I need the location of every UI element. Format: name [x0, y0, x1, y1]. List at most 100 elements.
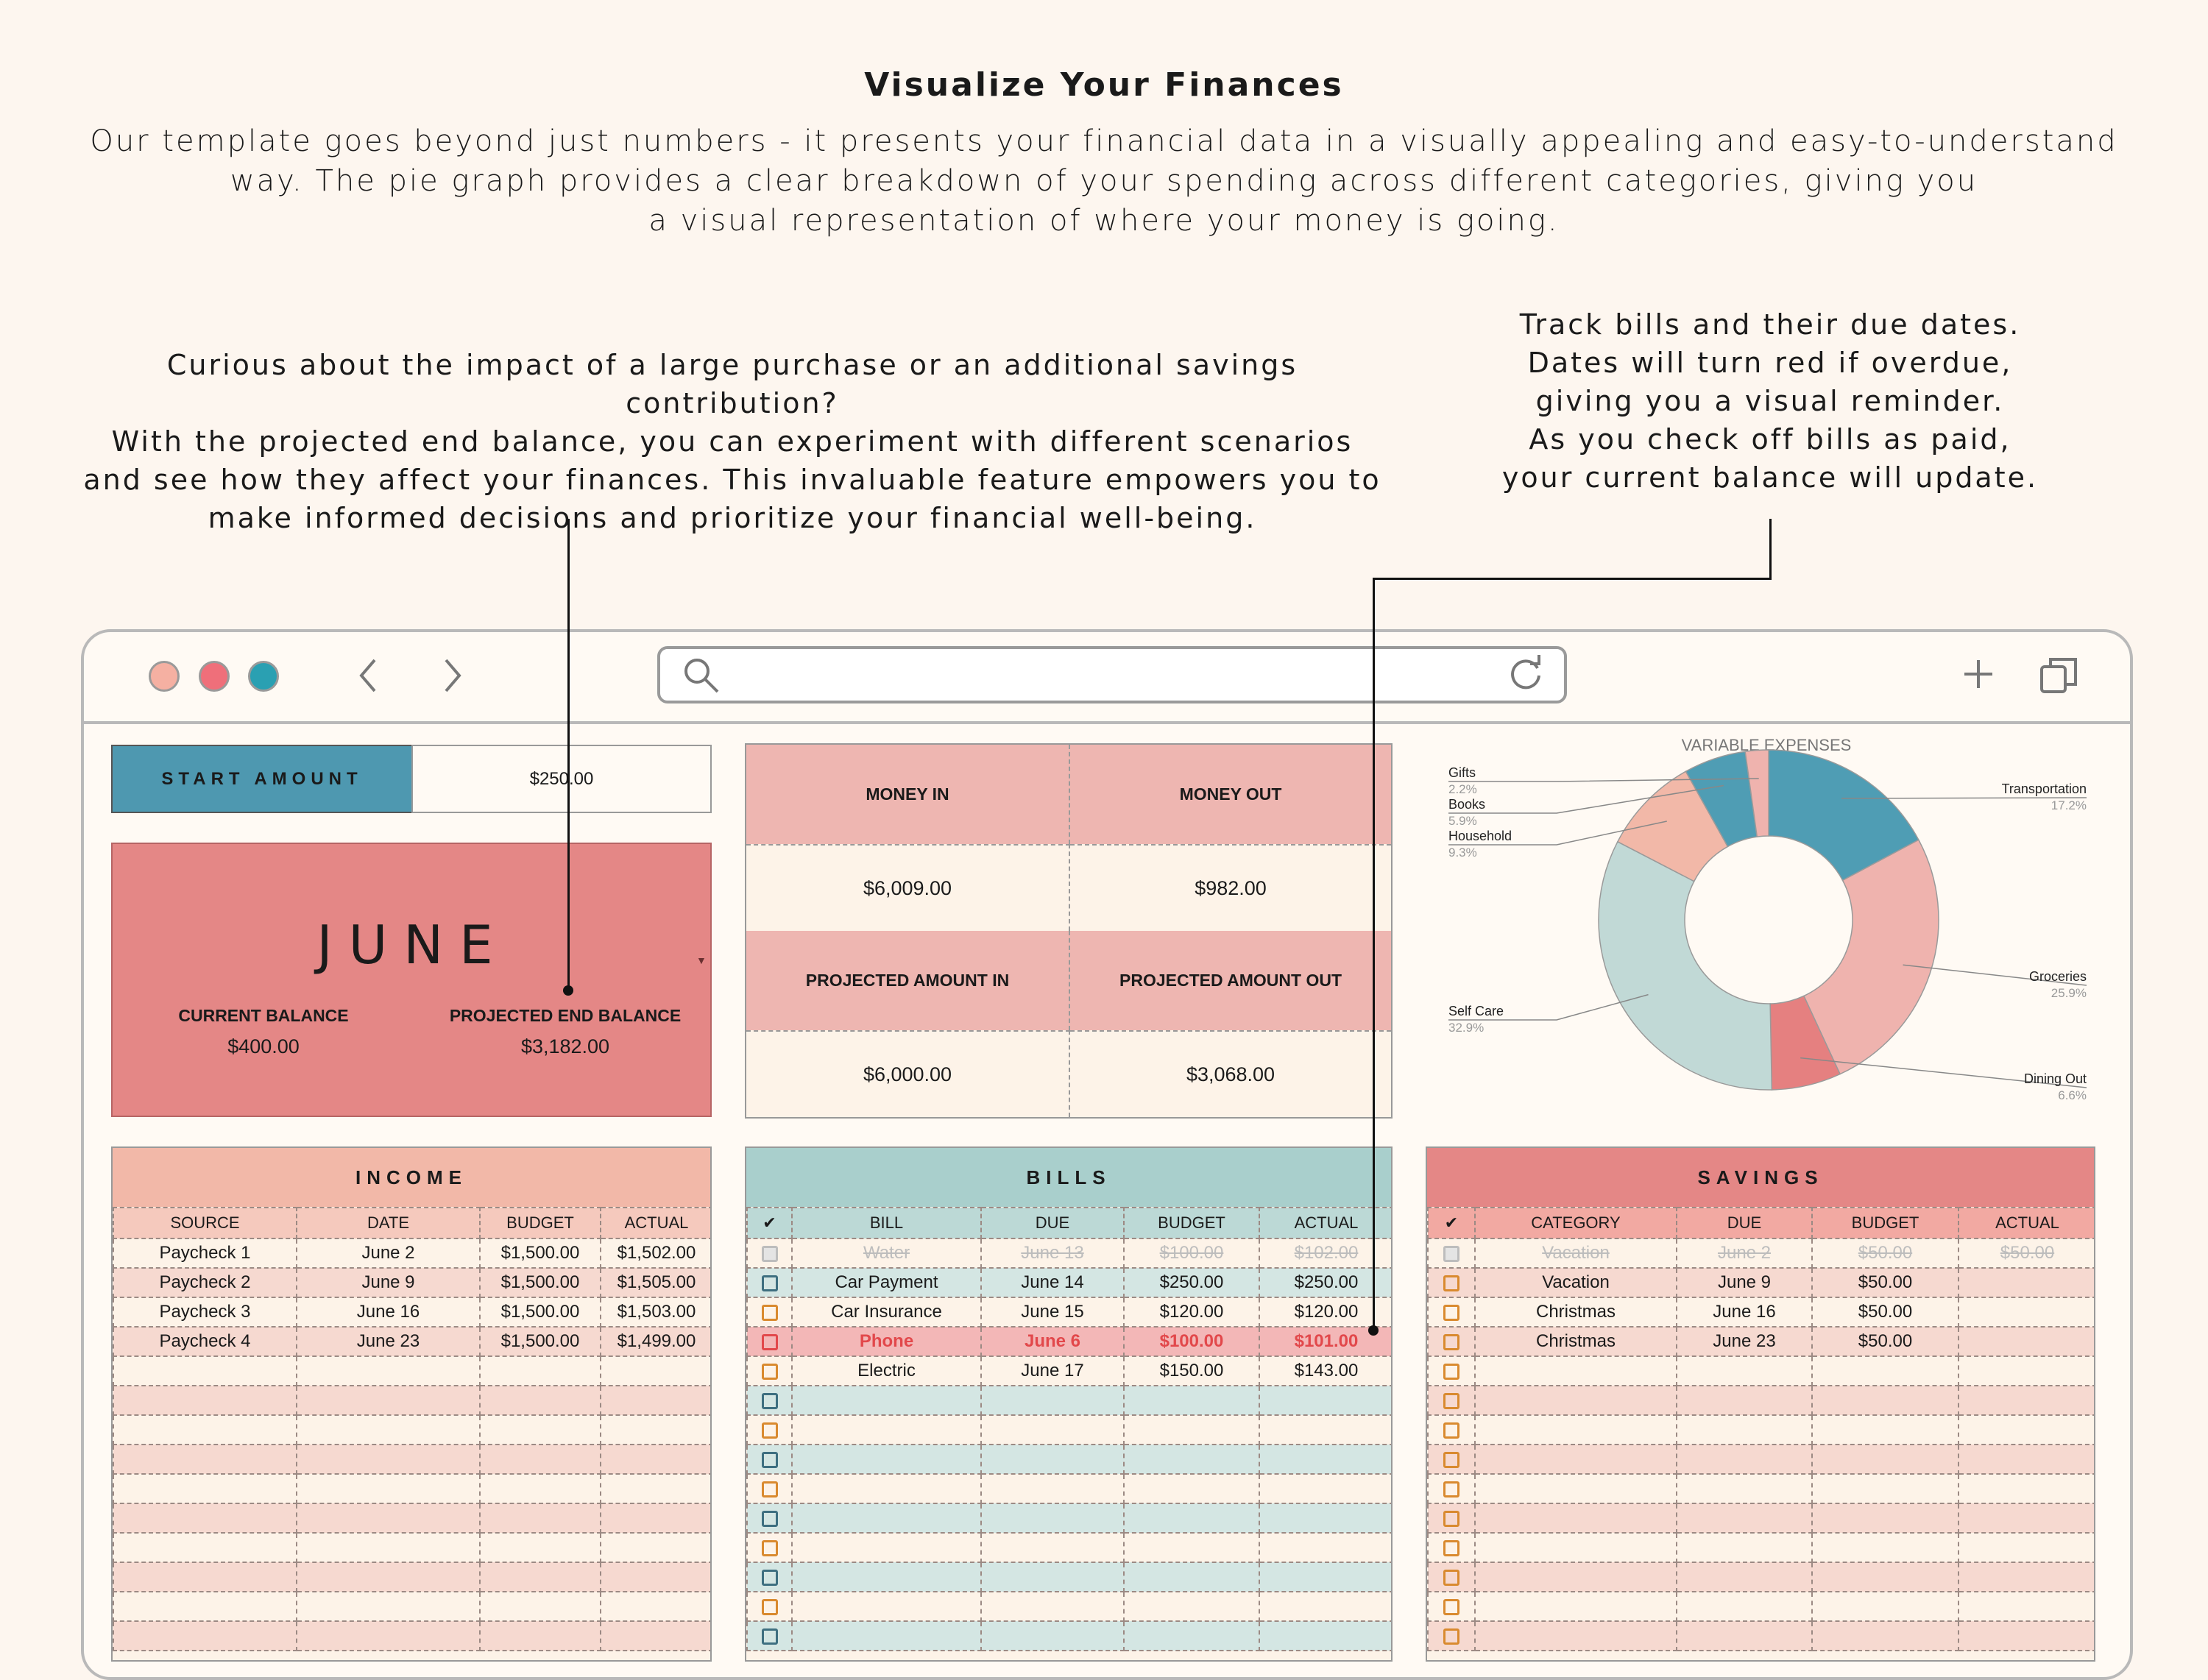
paid-checkbox[interactable] — [1443, 1598, 1459, 1615]
table-cell[interactable] — [1811, 1473, 1959, 1504]
copy-icon[interactable] — [2039, 655, 2080, 696]
table-cell[interactable] — [296, 1562, 481, 1592]
table-cell[interactable]: $100.00 — [1123, 1326, 1260, 1357]
table-cell[interactable] — [296, 1591, 481, 1622]
dropdown-arrow-icon[interactable]: ▼ — [696, 954, 707, 966]
table-cell[interactable]: $50.00 — [1958, 1238, 2094, 1269]
table-cell[interactable]: $1,500.00 — [479, 1238, 601, 1269]
table-cell[interactable]: June 15 — [980, 1297, 1125, 1328]
table-cell[interactable]: $100.00 — [1123, 1238, 1260, 1269]
table-cell[interactable]: June 9 — [296, 1267, 481, 1298]
table-cell[interactable] — [479, 1473, 601, 1504]
table-cell[interactable] — [1259, 1444, 1391, 1475]
start-amount-value[interactable]: $250.00 — [411, 745, 712, 813]
table-cell[interactable] — [1676, 1414, 1813, 1445]
paid-checkbox[interactable] — [761, 1481, 778, 1498]
table-cell[interactable]: Vacation — [1474, 1238, 1677, 1269]
table-cell[interactable]: June 16 — [296, 1297, 481, 1328]
paid-checkbox[interactable] — [761, 1451, 778, 1468]
table-cell[interactable]: June 14 — [980, 1267, 1125, 1298]
table-cell[interactable] — [1811, 1355, 1959, 1386]
table-cell[interactable] — [113, 1414, 297, 1445]
table-cell[interactable] — [1259, 1473, 1391, 1504]
table-cell[interactable] — [1958, 1473, 2094, 1504]
table-cell[interactable] — [1123, 1414, 1260, 1445]
table-cell[interactable] — [980, 1532, 1125, 1563]
paid-checkbox[interactable] — [1443, 1304, 1459, 1321]
table-cell[interactable] — [1676, 1532, 1813, 1563]
paid-checkbox[interactable] — [761, 1510, 778, 1527]
table-cell[interactable] — [791, 1385, 982, 1416]
table-cell[interactable] — [980, 1385, 1125, 1416]
table-cell[interactable] — [980, 1591, 1125, 1622]
table-cell[interactable] — [1958, 1562, 2094, 1592]
table-cell[interactable] — [1811, 1620, 1959, 1651]
paid-checkbox[interactable] — [1443, 1628, 1459, 1645]
table-cell[interactable] — [600, 1503, 710, 1534]
table-cell[interactable]: June 6 — [980, 1326, 1125, 1357]
chevron-left-icon[interactable] — [357, 657, 379, 694]
table-cell[interactable] — [113, 1503, 297, 1534]
table-cell[interactable] — [479, 1562, 601, 1592]
table-cell[interactable] — [1811, 1385, 1959, 1416]
table-cell[interactable] — [1259, 1562, 1391, 1592]
table-cell[interactable] — [296, 1532, 481, 1563]
table-cell[interactable] — [113, 1620, 297, 1651]
table-cell[interactable]: Phone — [791, 1326, 982, 1357]
table-cell[interactable] — [113, 1355, 297, 1386]
table-cell[interactable] — [1123, 1473, 1260, 1504]
month-title[interactable]: JUNE — [316, 914, 509, 976]
table-cell[interactable] — [1958, 1591, 2094, 1622]
table-cell[interactable] — [479, 1385, 601, 1416]
table-cell[interactable] — [1259, 1414, 1391, 1445]
paid-checkbox[interactable] — [761, 1363, 778, 1380]
table-cell[interactable] — [1958, 1355, 2094, 1386]
table-cell[interactable]: Vacation — [1474, 1267, 1677, 1298]
table-cell[interactable]: $120.00 — [1123, 1297, 1260, 1328]
table-cell[interactable] — [1474, 1591, 1677, 1622]
table-cell[interactable] — [113, 1562, 297, 1592]
table-cell[interactable] — [791, 1503, 982, 1534]
table-cell[interactable] — [296, 1620, 481, 1651]
table-cell[interactable] — [1676, 1385, 1813, 1416]
paid-checkbox[interactable] — [761, 1245, 778, 1262]
table-cell[interactable] — [600, 1414, 710, 1445]
table-cell[interactable]: June 17 — [980, 1355, 1125, 1386]
table-cell[interactable] — [980, 1562, 1125, 1592]
table-cell[interactable]: Paycheck 3 — [113, 1297, 297, 1328]
table-cell[interactable] — [113, 1385, 297, 1416]
table-cell[interactable]: Water — [791, 1238, 982, 1269]
chevron-right-icon[interactable] — [442, 657, 464, 694]
table-cell[interactable] — [296, 1385, 481, 1416]
paid-checkbox[interactable] — [1443, 1481, 1459, 1498]
table-cell[interactable] — [1811, 1444, 1959, 1475]
table-cell[interactable]: Electric — [791, 1355, 982, 1386]
table-cell[interactable] — [1811, 1532, 1959, 1563]
table-cell[interactable]: $1,505.00 — [600, 1267, 710, 1298]
table-cell[interactable] — [600, 1473, 710, 1504]
table-cell[interactable] — [479, 1503, 601, 1534]
table-cell[interactable] — [791, 1414, 982, 1445]
table-cell[interactable] — [1811, 1414, 1959, 1445]
table-cell[interactable] — [1474, 1385, 1677, 1416]
table-cell[interactable] — [600, 1620, 710, 1651]
paid-checkbox[interactable] — [761, 1275, 778, 1291]
table-cell[interactable]: Paycheck 1 — [113, 1238, 297, 1269]
table-cell[interactable]: June 23 — [296, 1326, 481, 1357]
table-cell[interactable] — [1259, 1532, 1391, 1563]
table-cell[interactable] — [980, 1503, 1125, 1534]
table-cell[interactable] — [600, 1591, 710, 1622]
table-cell[interactable] — [791, 1562, 982, 1592]
table-cell[interactable]: $1,499.00 — [600, 1326, 710, 1357]
table-cell[interactable] — [479, 1620, 601, 1651]
table-cell[interactable]: $250.00 — [1259, 1267, 1391, 1298]
table-cell[interactable]: Christmas — [1474, 1297, 1677, 1328]
table-cell[interactable] — [1958, 1326, 2094, 1357]
table-cell[interactable] — [980, 1444, 1125, 1475]
table-cell[interactable] — [600, 1385, 710, 1416]
table-cell[interactable] — [1958, 1532, 2094, 1563]
table-cell[interactable] — [113, 1591, 297, 1622]
table-cell[interactable] — [1259, 1503, 1391, 1534]
table-cell[interactable] — [1123, 1562, 1260, 1592]
table-cell[interactable] — [1474, 1620, 1677, 1651]
